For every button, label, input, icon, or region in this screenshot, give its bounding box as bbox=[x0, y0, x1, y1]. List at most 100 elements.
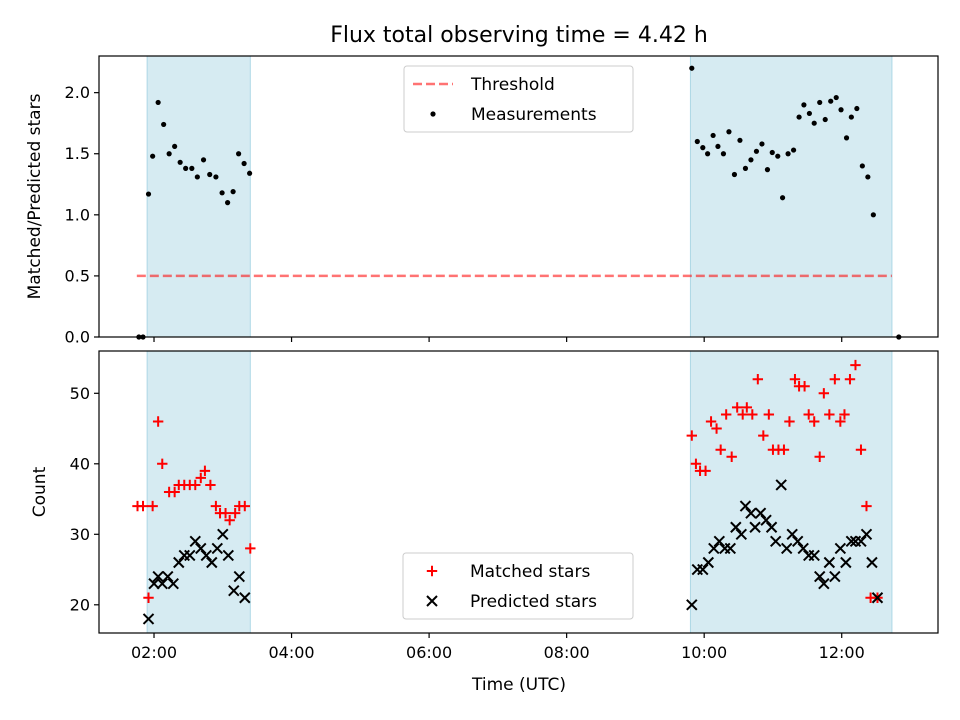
legend-marker bbox=[430, 111, 436, 117]
y-tick-label: 20 bbox=[70, 595, 90, 614]
data-point bbox=[195, 542, 207, 555]
x-tick-label: 04:00 bbox=[269, 643, 315, 662]
data-point bbox=[715, 143, 721, 150]
data-point bbox=[808, 549, 820, 562]
data-point bbox=[859, 163, 865, 169]
data-point bbox=[702, 556, 715, 569]
data-point bbox=[764, 167, 771, 173]
data-point bbox=[735, 528, 748, 541]
data-point bbox=[247, 170, 253, 176]
data-point bbox=[184, 549, 196, 562]
data-point bbox=[711, 423, 722, 434]
data-point bbox=[686, 599, 698, 611]
data-point bbox=[844, 374, 856, 385]
data-point bbox=[715, 444, 726, 455]
data-point bbox=[726, 451, 737, 462]
data-point bbox=[162, 570, 174, 583]
data-point bbox=[870, 212, 876, 218]
data-point bbox=[824, 409, 835, 420]
data-point bbox=[796, 114, 802, 120]
data-point bbox=[148, 577, 160, 590]
data-point bbox=[855, 444, 867, 455]
data-point bbox=[759, 141, 765, 147]
data-point bbox=[210, 500, 222, 512]
data-point bbox=[152, 570, 164, 583]
data-point bbox=[183, 165, 189, 171]
data-point bbox=[855, 535, 867, 548]
data-point bbox=[143, 592, 154, 603]
data-point bbox=[861, 500, 872, 512]
legend-marker bbox=[426, 595, 438, 607]
data-point bbox=[205, 479, 216, 491]
data-point bbox=[752, 374, 764, 385]
data-point bbox=[213, 174, 219, 180]
data-point bbox=[838, 107, 844, 113]
data-point bbox=[811, 120, 817, 126]
data-point bbox=[233, 570, 245, 583]
data-point bbox=[748, 157, 754, 163]
data-point bbox=[245, 543, 256, 554]
top-panel-ratio: 0.0 0.5 1.0 1.5 2.0 Matched/Predicted stars Th… bbox=[25, 55, 939, 347]
series-predicted-stars bbox=[142, 479, 884, 625]
data-point bbox=[814, 570, 826, 583]
data-point bbox=[150, 153, 156, 159]
data-point bbox=[806, 110, 812, 117]
data-point bbox=[731, 171, 738, 178]
data-point bbox=[241, 160, 247, 167]
data-point bbox=[167, 577, 179, 590]
legend-label: Threshold bbox=[470, 75, 555, 95]
data-point bbox=[720, 151, 727, 157]
data-point bbox=[814, 451, 825, 462]
axes-frame bbox=[98, 350, 939, 634]
data-point bbox=[742, 165, 749, 171]
x-axis-label: Time (UTC) bbox=[471, 675, 566, 695]
series-measurements bbox=[136, 65, 902, 340]
data-point bbox=[840, 556, 852, 569]
data-point bbox=[195, 472, 206, 484]
data-point bbox=[217, 528, 229, 541]
shaded-interval-1 bbox=[689, 55, 893, 338]
legend-label: Predicted stars bbox=[470, 592, 597, 612]
series-matched-stars bbox=[132, 359, 883, 603]
y-tick-label: 2.0 bbox=[65, 83, 90, 102]
data-point bbox=[230, 189, 236, 195]
data-point bbox=[689, 65, 695, 71]
data-point bbox=[785, 151, 791, 157]
data-point bbox=[200, 157, 207, 163]
data-point bbox=[797, 542, 809, 555]
data-point bbox=[829, 374, 841, 385]
shaded-interval-1 bbox=[689, 350, 893, 634]
data-point bbox=[839, 409, 850, 420]
data-point bbox=[690, 458, 702, 469]
data-point bbox=[829, 570, 841, 583]
y-tick-label: 30 bbox=[70, 525, 90, 544]
legend: Threshold Measurements bbox=[403, 65, 634, 133]
data-point bbox=[694, 138, 700, 145]
y-tick-label: 0.0 bbox=[65, 328, 90, 347]
data-point bbox=[239, 592, 251, 604]
legend: Matched stars Predicted stars bbox=[402, 552, 634, 620]
data-point bbox=[700, 465, 711, 477]
data-point bbox=[822, 116, 828, 123]
data-point bbox=[206, 556, 218, 569]
data-point bbox=[801, 102, 807, 108]
data-point bbox=[220, 507, 231, 519]
data-point bbox=[737, 409, 748, 420]
data-point bbox=[865, 174, 871, 180]
data-point bbox=[769, 149, 775, 156]
data-point bbox=[169, 486, 180, 498]
data-point bbox=[166, 151, 172, 157]
data-point bbox=[156, 577, 168, 590]
data-point bbox=[705, 151, 711, 157]
data-point bbox=[189, 535, 201, 548]
data-point bbox=[200, 549, 212, 562]
data-point bbox=[720, 409, 732, 420]
data-point bbox=[211, 542, 223, 555]
x-tick-label: 10:00 bbox=[681, 643, 727, 662]
shaded-interval-0 bbox=[146, 55, 251, 338]
legend-label: Measurements bbox=[471, 105, 597, 125]
data-point bbox=[190, 479, 201, 491]
data-point bbox=[778, 444, 790, 455]
data-point bbox=[161, 121, 167, 128]
